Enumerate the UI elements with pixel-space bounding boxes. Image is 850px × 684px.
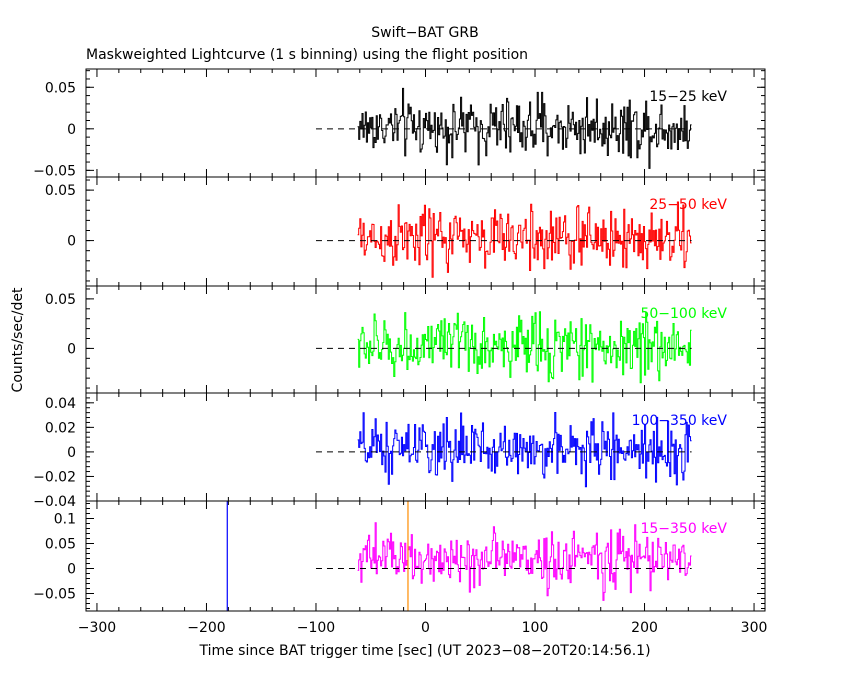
series-line xyxy=(357,87,692,169)
x-tick-label: −100 xyxy=(297,620,335,636)
series-line xyxy=(357,522,692,601)
y-tick-label: 0 xyxy=(67,234,76,250)
panel-2: 0 0.05 25−50 keV xyxy=(45,176,766,287)
y-tick-label: 0.1 xyxy=(54,512,76,528)
x-axis-label: Time since BAT trigger time [sec] (UT 20… xyxy=(198,643,650,659)
series-label: 100−350 keV xyxy=(632,413,728,429)
panel-3: 0 0.05 50−100 keV xyxy=(45,285,766,394)
y-tick-label: −0.04 xyxy=(33,494,76,510)
chart-subtitle: Maskweighted Lightcurve (1 s binning) us… xyxy=(86,47,528,63)
panel-5: −0.05 0 0.05 0.1 15−350 keV xyxy=(33,500,766,612)
series-line xyxy=(357,311,692,384)
y-tick-label: 0.05 xyxy=(45,80,76,96)
y-tick-label: 0.05 xyxy=(45,292,76,308)
panel-1: −0.05 0 0.05 15−25 keV xyxy=(33,68,766,179)
y-tick-label: 0 xyxy=(67,562,76,578)
y-tick-label: −0.05 xyxy=(33,163,76,179)
y-tick-label: 0 xyxy=(67,122,76,138)
x-tick-label: −300 xyxy=(78,620,116,636)
y-tick-label: −0.05 xyxy=(33,587,76,603)
panel-4: −0.04 −0.02 0 0.02 0.04 100−350 keV xyxy=(33,392,766,510)
x-tick-label: 100 xyxy=(522,620,549,636)
x-tick-label: −200 xyxy=(187,620,225,636)
y-tick-label: 0.05 xyxy=(45,183,76,199)
y-tick-label: 0 xyxy=(67,341,76,357)
x-tick-labels: −300 −200 −100 0 100 200 300 xyxy=(78,620,768,636)
y-tick-label: −0.02 xyxy=(33,469,76,485)
series-line xyxy=(357,201,692,278)
series-label: 15−25 keV xyxy=(649,89,727,105)
series-label: 50−100 keV xyxy=(640,306,727,322)
x-tick-label: 200 xyxy=(631,620,658,636)
series-line xyxy=(357,412,692,488)
x-tick-label: 0 xyxy=(421,620,430,636)
y-tick-label: 0.02 xyxy=(45,420,76,436)
y-tick-label: 0 xyxy=(67,445,76,461)
y-tick-label: 0.05 xyxy=(45,537,76,553)
series-label: 15−350 keV xyxy=(640,521,727,537)
y-axis-label: Counts/sec/det xyxy=(10,287,26,392)
panels-group: −0.05 0 0.05 15−25 keV 0 0.05 25−50 keV 0 0.05 50… xyxy=(33,68,766,612)
x-tick-label: 300 xyxy=(741,620,768,636)
chart-title: Swift−BAT GRB xyxy=(371,25,478,41)
panel-frame xyxy=(85,500,766,612)
series-label: 25−50 keV xyxy=(649,197,727,213)
y-tick-label: 0.04 xyxy=(45,396,76,412)
